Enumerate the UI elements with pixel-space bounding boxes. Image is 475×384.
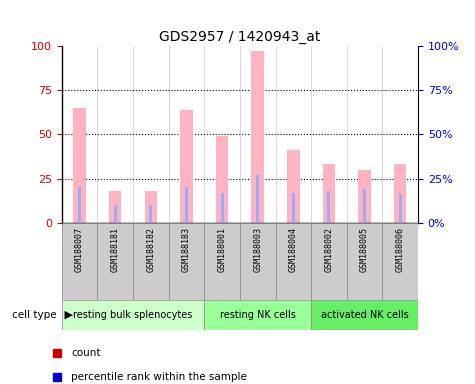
Text: GSM188005: GSM188005 bbox=[360, 227, 369, 271]
Bar bbox=[216, 136, 228, 223]
Bar bbox=[149, 205, 152, 223]
Bar bbox=[358, 170, 371, 223]
Text: GSM188007: GSM188007 bbox=[75, 227, 84, 271]
Text: cell type: cell type bbox=[12, 310, 57, 320]
Bar bbox=[327, 191, 331, 223]
Text: resting bulk splenocytes: resting bulk splenocytes bbox=[73, 310, 193, 320]
Bar bbox=[323, 164, 335, 223]
Bar bbox=[144, 191, 157, 223]
Text: GSM188181: GSM188181 bbox=[111, 227, 120, 271]
Bar bbox=[169, 223, 204, 300]
Bar bbox=[292, 193, 295, 223]
Bar bbox=[256, 175, 259, 223]
Bar bbox=[399, 194, 402, 223]
Text: GSM188003: GSM188003 bbox=[253, 227, 262, 271]
Bar bbox=[251, 51, 264, 223]
Text: activated NK cells: activated NK cells bbox=[321, 310, 408, 320]
Bar bbox=[185, 187, 188, 223]
Text: ▶: ▶ bbox=[61, 310, 73, 320]
Bar bbox=[78, 187, 81, 223]
Bar bbox=[347, 223, 382, 300]
Bar bbox=[311, 300, 418, 330]
Text: GSM188006: GSM188006 bbox=[396, 227, 405, 271]
Bar bbox=[204, 300, 311, 330]
Text: GSM188002: GSM188002 bbox=[324, 227, 333, 271]
Bar bbox=[62, 300, 204, 330]
Bar bbox=[363, 189, 366, 223]
Bar bbox=[220, 193, 224, 223]
Bar bbox=[394, 164, 407, 223]
Bar bbox=[180, 110, 193, 223]
Text: percentile rank within the sample: percentile rank within the sample bbox=[71, 372, 247, 382]
Bar bbox=[114, 205, 117, 223]
Bar bbox=[97, 223, 133, 300]
Title: GDS2957 / 1420943_at: GDS2957 / 1420943_at bbox=[159, 30, 321, 44]
Bar bbox=[73, 108, 86, 223]
Bar bbox=[109, 191, 122, 223]
Text: count: count bbox=[71, 348, 101, 358]
Text: GSM188183: GSM188183 bbox=[182, 227, 191, 271]
Bar bbox=[62, 223, 97, 300]
Bar bbox=[287, 150, 300, 223]
Text: GSM188001: GSM188001 bbox=[218, 227, 227, 271]
Bar bbox=[204, 223, 240, 300]
Text: resting NK cells: resting NK cells bbox=[220, 310, 295, 320]
Text: GSM188004: GSM188004 bbox=[289, 227, 298, 271]
Bar bbox=[382, 223, 418, 300]
Bar bbox=[240, 223, 276, 300]
Bar bbox=[311, 223, 347, 300]
Bar bbox=[276, 223, 311, 300]
Bar bbox=[133, 223, 169, 300]
Text: GSM188182: GSM188182 bbox=[146, 227, 155, 271]
